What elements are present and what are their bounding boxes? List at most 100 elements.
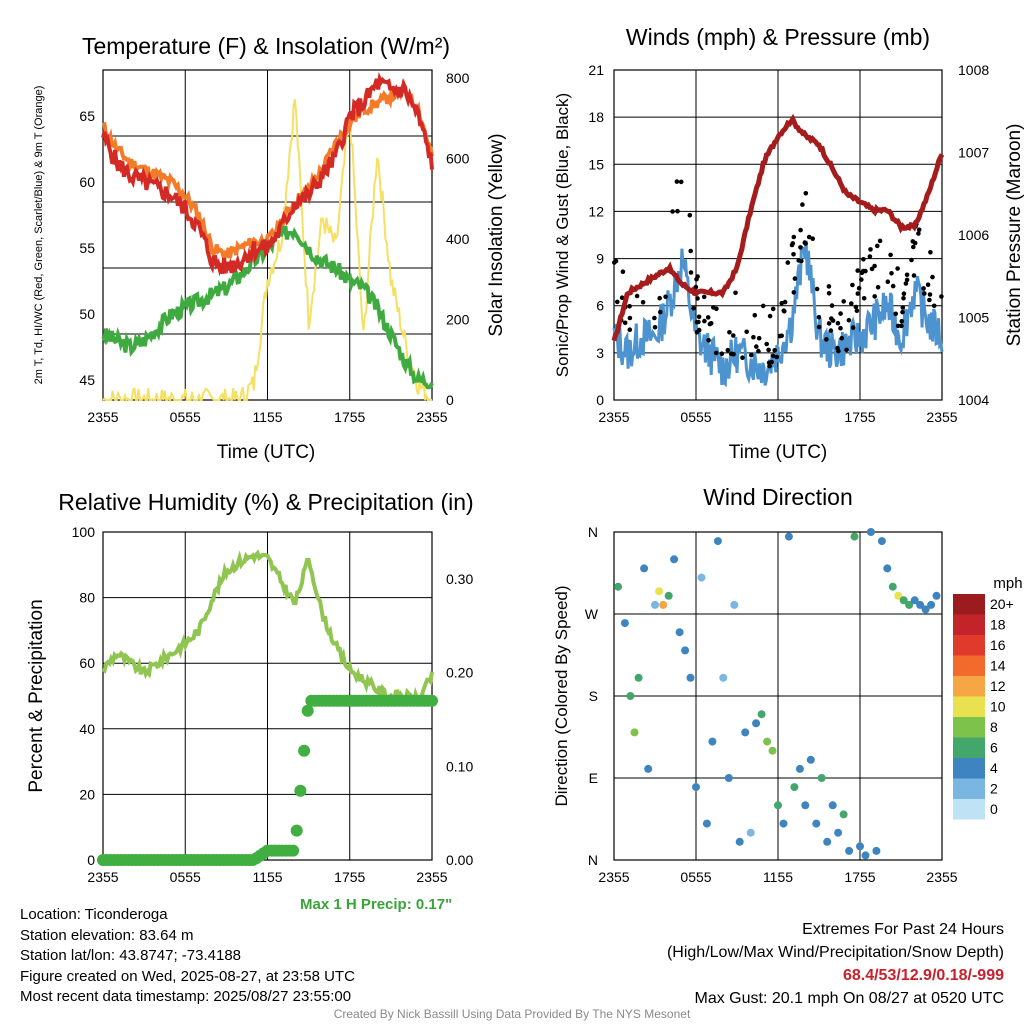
wind-frame	[613, 69, 943, 401]
precip-point	[298, 744, 311, 757]
direction-point	[883, 564, 892, 573]
gust-point	[890, 283, 896, 289]
gust-point	[701, 294, 707, 300]
humidity-x-tick: 1155	[252, 869, 282, 885]
pressure-y2-tick: 1008	[958, 62, 989, 78]
colorbar-swatch	[953, 655, 985, 676]
gust-point	[627, 304, 632, 309]
insolation-y2-tick: 600	[446, 151, 470, 167]
direction-point	[730, 600, 739, 609]
humidity-y-tick: 60	[79, 655, 95, 671]
pressure-y2-tick: 1005	[958, 310, 989, 326]
gust-point	[696, 327, 702, 333]
wind-ticks: 2355 0555 1155 1755 235503691215182110041005…	[588, 62, 989, 425]
gust-point	[678, 179, 684, 185]
colorbar-label: 18	[990, 617, 1006, 633]
temperature-y-tick: 45	[79, 372, 95, 388]
gust-point	[634, 293, 640, 299]
direction-point	[614, 582, 623, 591]
direction-point	[861, 851, 870, 860]
direction-point	[746, 828, 755, 837]
wind-y-tick: 21	[588, 62, 604, 78]
gust-point	[872, 263, 877, 269]
gust-point	[782, 299, 788, 305]
gust-point	[707, 321, 713, 327]
gust-point	[838, 325, 843, 331]
direction-point	[763, 737, 772, 746]
gust-point	[841, 299, 846, 304]
temp-9m-line	[102, 79, 434, 266]
gust-point	[810, 236, 815, 241]
max-precip-annotation: Max 1 H Precip: 0.17"	[300, 896, 453, 913]
humidity-x-tick: 1755	[334, 869, 365, 885]
gust-point	[911, 273, 917, 278]
figure-created: Figure created on Wed, 2025-08-27, at 23…	[20, 967, 355, 985]
station-location: Location: Ticonderoga	[20, 906, 168, 923]
direction-x-tick: 1155	[763, 869, 793, 885]
gust-point	[828, 328, 834, 333]
insolation-y2-label: Solar Insolation (Yellow)	[486, 133, 507, 336]
gust-point	[901, 296, 906, 301]
insolation-line	[102, 99, 432, 403]
gust-point	[859, 277, 864, 282]
gust-point	[860, 268, 866, 274]
pressure-y2-tick: 1007	[958, 145, 989, 161]
humidity-y-tick: 40	[79, 721, 95, 737]
direction-point	[795, 764, 804, 773]
gust-point	[903, 281, 909, 286]
gust-point	[688, 270, 694, 275]
direction-point	[806, 755, 815, 764]
gust-point	[749, 352, 754, 358]
colorbar-label: 14	[990, 658, 1006, 674]
gust-point	[893, 311, 898, 317]
direction-point	[877, 537, 886, 546]
direction-grid	[613, 531, 943, 861]
wind-panel-title: Winds (mph) & Pressure (mb)	[626, 24, 930, 50]
wind-x-tick: 1755	[844, 409, 875, 425]
gust-point	[799, 258, 804, 264]
precip-point	[287, 844, 300, 857]
humidity-y-tick: 80	[79, 590, 95, 606]
colorbar-swatch	[953, 778, 985, 799]
gust-point	[803, 241, 808, 246]
direction-point	[856, 842, 864, 851]
colorbar-swatch	[953, 717, 985, 738]
temperature-y-tick: 50	[79, 306, 95, 322]
gust-point	[670, 209, 675, 214]
precip-y2-tick: 0.00	[446, 852, 473, 868]
gust-point	[872, 294, 877, 299]
direction-point	[741, 728, 750, 737]
direction-point	[752, 719, 761, 728]
direction-point	[670, 555, 679, 564]
gust-point	[691, 306, 696, 311]
precip-y2-tick: 0.20	[446, 665, 473, 681]
wind-y-tick: 15	[588, 156, 604, 172]
gust-point	[766, 360, 772, 366]
wind-series	[611, 113, 945, 388]
gust-point	[909, 257, 914, 263]
gust-point	[816, 324, 822, 330]
gust-point	[861, 257, 866, 262]
gust-point	[674, 179, 680, 184]
direction-points	[614, 528, 941, 860]
humidity-panel-title: Relative Humidity (%) & Precipitation (i…	[58, 489, 473, 515]
temperature-y-tick: 65	[79, 108, 95, 124]
gust-point	[760, 303, 766, 309]
colorbar-label: 4	[990, 760, 998, 776]
direction-point	[834, 828, 843, 837]
gust-point	[798, 227, 803, 233]
direction-point	[910, 596, 919, 605]
direction-point	[626, 692, 635, 700]
colorbar-label: 0	[990, 801, 998, 817]
direction-point	[659, 600, 668, 609]
extremes-title: Extremes For Past 24 Hours	[802, 921, 1004, 938]
insolation-y2-tick: 400	[446, 231, 470, 247]
temperature-panel: Temperature (F) & Insolation (W/m²) 2355…	[33, 33, 507, 463]
gust-point	[751, 334, 756, 340]
wind-x-tick: 2355	[926, 409, 957, 425]
direction-y-tick: N	[588, 852, 598, 868]
extremes-values: 68.4/53/12.9/0.18/-999	[842, 967, 1004, 984]
gust-point	[889, 271, 894, 276]
temperature-series	[101, 72, 434, 403]
direction-point	[899, 596, 908, 605]
